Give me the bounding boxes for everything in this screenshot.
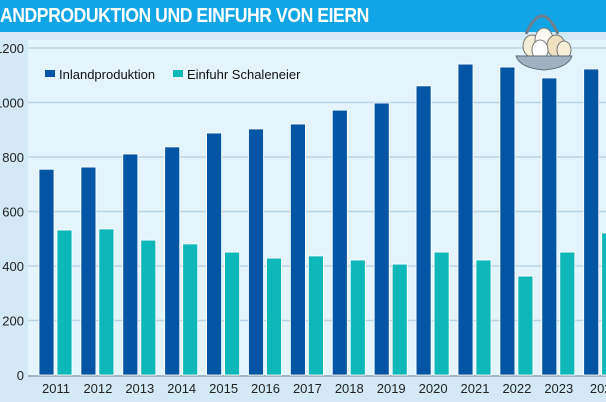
bar-einfuhr-2015 — [224, 251, 241, 376]
bar-einfuhr-2020 — [433, 251, 450, 376]
legend: Inlandproduktion Einfuhr Schaleneier — [45, 67, 301, 82]
y-tick-label: 1000 — [0, 96, 24, 111]
bar-inlandproduktion-2015 — [206, 132, 223, 376]
bar-einfuhr-2012 — [98, 228, 115, 376]
bar-inlandproduktion-2014 — [164, 146, 181, 376]
bar-inlandproduktion-2012 — [80, 166, 97, 376]
bar-inlandproduktion-2013 — [122, 153, 139, 376]
y-tick-label: 400 — [2, 259, 24, 274]
bar-inlandproduktion-2021 — [457, 63, 474, 376]
legend-label: Inlandproduktion — [59, 67, 155, 82]
x-tick-label: 2019 — [377, 381, 406, 396]
x-tick-label: 2013 — [125, 381, 154, 396]
bar-einfuhr-2023 — [559, 251, 576, 376]
y-tick-label: 600 — [2, 205, 24, 220]
x-tick-label: 2020 — [419, 381, 448, 396]
bar-inlandproduktion-2022 — [499, 66, 516, 376]
bar-einfuhr-202 — [601, 232, 606, 376]
x-tick-label: 2018 — [335, 381, 364, 396]
y-tick-label: 800 — [2, 150, 24, 165]
legend-swatch — [173, 70, 183, 77]
x-tick-label: 2016 — [251, 381, 280, 396]
bar-einfuhr-2016 — [266, 257, 282, 376]
y-tick-label: 200 — [2, 314, 24, 329]
bar-einfuhr-2022 — [517, 275, 534, 376]
x-tick-label: 202 — [590, 381, 606, 396]
bar-einfuhr-2014 — [182, 243, 199, 376]
y-tick-label: 0 — [17, 368, 24, 383]
bar-einfuhr-2017 — [307, 255, 324, 376]
bar-inlandproduktion-2018 — [331, 109, 348, 376]
bar-inlandproduktion-2023 — [541, 77, 558, 376]
chart-title: ANDPRODUKTION UND EINFUHR VON EIERN — [0, 5, 369, 27]
bar-inlandproduktion-2016 — [248, 128, 264, 376]
bar-einfuhr-2018 — [349, 259, 366, 376]
bar-inlandproduktion-2017 — [289, 123, 306, 376]
x-tick-label: 2012 — [83, 381, 112, 396]
bar-einfuhr-2021 — [475, 259, 492, 376]
x-tick-label: 2015 — [209, 381, 238, 396]
legend-label: Einfuhr Schaleneier — [187, 67, 301, 82]
legend-swatch — [45, 70, 55, 77]
y-tick-label: 1200 — [0, 41, 24, 56]
x-tick-label: 2022 — [502, 381, 531, 396]
x-tick-label: 2021 — [461, 381, 490, 396]
egg-basket-icon — [515, 14, 573, 71]
bar-inlandproduktion-202 — [583, 68, 600, 376]
title-bar: ANDPRODUKTION UND EINFUHR VON EIERN — [0, 0, 606, 32]
bar-inlandproduktion-2020 — [415, 85, 432, 376]
bar-inlandproduktion-2019 — [373, 102, 390, 376]
x-tick-label: 2023 — [544, 381, 573, 396]
x-tick-label: 2017 — [293, 381, 322, 396]
bar-einfuhr-2013 — [140, 239, 157, 376]
bar-inlandproduktion-2011 — [38, 168, 55, 376]
x-tick-label: 2011 — [42, 381, 70, 396]
bar-einfuhr-2011 — [56, 229, 73, 376]
bar-einfuhr-2019 — [391, 263, 408, 376]
x-tick-label: 2014 — [167, 381, 196, 396]
